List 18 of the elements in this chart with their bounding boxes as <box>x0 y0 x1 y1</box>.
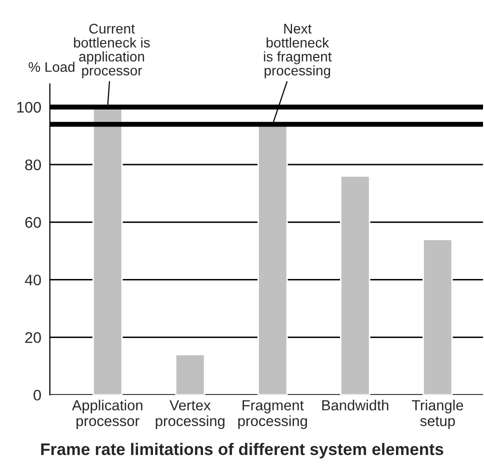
x-tick-label: Vertex processing <box>156 400 224 430</box>
bar <box>422 238 453 395</box>
bar <box>174 354 206 395</box>
x-tick-label: Application processor <box>72 400 142 430</box>
y-tick-label: 60 <box>25 217 41 228</box>
y-tick-label: 20 <box>25 332 41 343</box>
annotation: Current bottleneck is application processor <box>74 24 150 78</box>
x-tick-label: Triangle setup <box>412 400 464 430</box>
y-tick-label: 0 <box>34 390 41 401</box>
y-tick-label: 100 <box>17 102 41 113</box>
text: Frame rate limitations of different system elements <box>41 442 444 458</box>
annotation: Next bottleneck is fragment processing <box>264 24 332 78</box>
bar <box>340 175 370 395</box>
y-tick-label: 80 <box>25 159 41 170</box>
x-tick-label: Bandwidth <box>322 400 388 410</box>
y-axis-title: % Load <box>28 62 74 72</box>
x-tick-label: Fragment processing <box>238 400 307 430</box>
y-tick-label: 40 <box>24 274 41 286</box>
